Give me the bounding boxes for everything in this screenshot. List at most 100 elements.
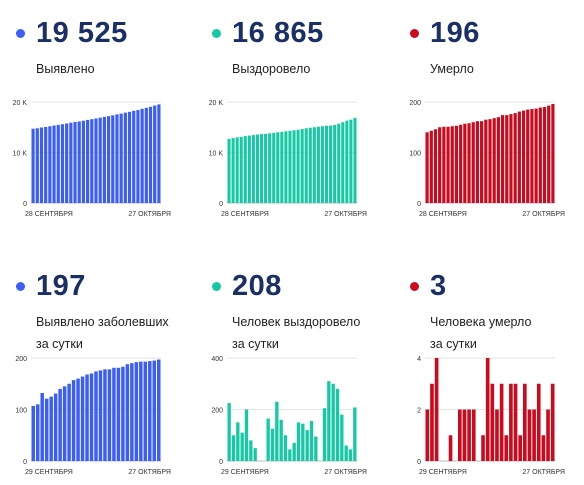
bar	[39, 127, 44, 203]
bar	[538, 107, 542, 203]
bar	[279, 419, 283, 461]
y-tick-label: 0	[23, 459, 27, 466]
bar	[484, 119, 488, 203]
bar	[89, 373, 94, 461]
bar	[304, 128, 308, 203]
metric-label: Умерло	[430, 62, 474, 76]
bar	[532, 409, 536, 461]
bar	[504, 435, 509, 461]
metric-value: 208	[232, 270, 282, 302]
y-tick-label: 20 K	[209, 100, 224, 107]
bar	[475, 121, 480, 203]
bar	[115, 114, 119, 203]
metric-label: Человека умерло	[430, 315, 532, 329]
bar	[425, 132, 429, 203]
bar	[322, 408, 327, 461]
bar	[65, 123, 69, 203]
metric-value: 16 865	[232, 17, 324, 49]
legend-dot	[212, 29, 221, 38]
bar	[333, 124, 337, 203]
bar	[492, 118, 496, 203]
legend-dot	[212, 282, 221, 291]
x-tick-label-start: 29 СЕНТЯБРЯ	[221, 469, 269, 476]
bar	[442, 126, 446, 203]
bar	[467, 123, 471, 203]
bar	[268, 133, 272, 203]
bar	[235, 137, 239, 203]
bar	[509, 383, 513, 461]
bar	[56, 124, 60, 203]
y-tick-label: 20 K	[13, 100, 28, 107]
bar	[231, 435, 236, 461]
bar	[152, 360, 157, 461]
bar	[341, 122, 345, 203]
bar	[49, 396, 53, 461]
bar	[301, 423, 305, 461]
bar	[125, 364, 130, 461]
metric-label: за сутки	[36, 337, 83, 351]
bar	[60, 124, 65, 203]
bar	[541, 435, 546, 461]
bar	[458, 409, 462, 461]
bar	[85, 374, 89, 461]
bar	[116, 367, 121, 461]
bar	[505, 115, 509, 203]
bar	[52, 125, 56, 203]
bar	[454, 125, 459, 203]
bar	[53, 393, 58, 461]
bar	[481, 435, 485, 461]
x-tick-label-end: 27 ОКТЯБРЯ	[128, 211, 171, 218]
x-tick-label-start: 29 СЕНТЯБРЯ	[419, 469, 467, 476]
bar	[283, 435, 288, 461]
y-tick-label: 100	[409, 151, 421, 158]
metric-value: 19 525	[36, 17, 128, 49]
metric-label: Выявлено заболевших	[36, 315, 169, 329]
bar	[450, 126, 454, 203]
bar	[471, 122, 475, 203]
bar	[434, 358, 439, 461]
bar	[325, 125, 329, 203]
y-tick-label: 0	[23, 201, 27, 208]
bar	[227, 403, 231, 461]
bar	[521, 110, 526, 203]
bar	[513, 113, 517, 203]
y-tick-label: 400	[211, 356, 223, 363]
y-tick-label: 10 K	[13, 151, 28, 158]
legend-dot	[16, 29, 25, 38]
bar	[77, 121, 81, 203]
bar	[106, 116, 111, 203]
bar	[255, 134, 259, 203]
bar	[433, 129, 438, 203]
bar	[143, 361, 148, 461]
x-tick-label-end: 27 ОКТЯБРЯ	[522, 469, 565, 476]
bar	[292, 130, 296, 203]
metric-value: 196	[430, 17, 480, 49]
bar	[296, 129, 300, 203]
bar	[247, 135, 251, 203]
legend-dot	[410, 29, 419, 38]
bar	[340, 414, 344, 461]
bar	[260, 134, 264, 203]
bar	[35, 404, 40, 461]
bar	[231, 138, 235, 203]
bar	[284, 131, 288, 203]
bar	[335, 388, 340, 461]
bar	[157, 359, 161, 461]
bar	[67, 383, 71, 461]
bar	[530, 109, 534, 203]
bar	[236, 422, 240, 461]
bar	[459, 124, 463, 203]
bar	[542, 107, 547, 203]
bar	[345, 120, 349, 203]
bar	[31, 128, 35, 203]
y-tick-label: 4	[417, 356, 421, 363]
bar	[90, 119, 94, 203]
bar	[127, 111, 132, 203]
y-tick-label: 2	[417, 408, 421, 415]
bar	[314, 436, 318, 461]
bar	[140, 108, 144, 203]
bar	[71, 380, 76, 461]
bar	[69, 122, 73, 203]
bar	[272, 132, 276, 203]
bar	[239, 136, 243, 203]
